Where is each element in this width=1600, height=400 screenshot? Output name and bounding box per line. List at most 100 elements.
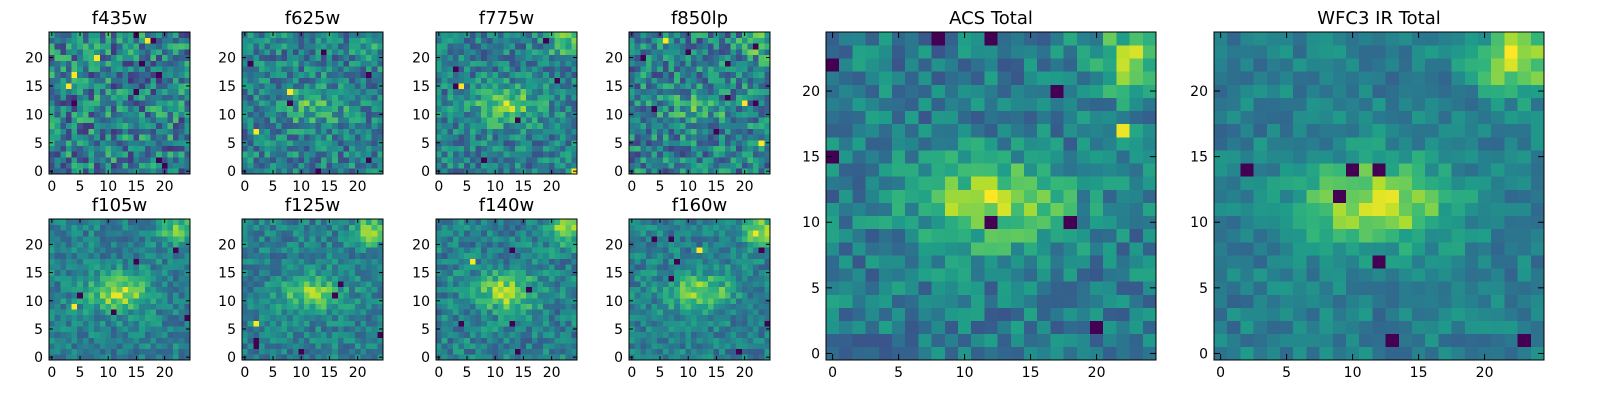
- heatmap-cell: [436, 128, 442, 135]
- heatmap-cell: [270, 43, 277, 50]
- heatmap-cell: [287, 297, 294, 304]
- heatmap-cell: [366, 348, 373, 355]
- heatmap-cell: [543, 128, 550, 135]
- heatmap-cell: [304, 122, 311, 129]
- heatmap-cell: [713, 343, 720, 350]
- heatmap-cell: [247, 145, 254, 152]
- heatmap-cell: [696, 43, 703, 50]
- heatmap-cell: [520, 156, 527, 163]
- heatmap-cell: [464, 162, 471, 169]
- heatmap-cell: [543, 230, 550, 237]
- heatmap-cell: [691, 122, 698, 129]
- heatmap-cell: [657, 286, 664, 293]
- heatmap-cell: [747, 348, 754, 355]
- heatmap-cell: [150, 281, 157, 288]
- heatmap-cell: [173, 37, 180, 44]
- heatmap-cell: [657, 348, 664, 355]
- heatmap-cell: [651, 269, 658, 276]
- heatmap-cell: [662, 354, 669, 361]
- heatmap-cell: [144, 83, 151, 90]
- heatmap-cell: [565, 331, 572, 338]
- heatmap-cell: [565, 297, 572, 304]
- heatmap-cell: [371, 139, 378, 146]
- heatmap-cell: [719, 286, 726, 293]
- heatmap-cell: [377, 37, 384, 44]
- heatmap-cell: [526, 331, 533, 338]
- heatmap-cell: [674, 275, 681, 282]
- heatmap-cell: [458, 230, 465, 237]
- heatmap-cell: [139, 49, 146, 56]
- heatmap-cell: [679, 286, 686, 293]
- heatmap-cell: [662, 32, 669, 39]
- heatmap-cell: [560, 83, 567, 90]
- heatmap-cell: [343, 258, 350, 265]
- heatmap-cell: [161, 264, 168, 271]
- heatmap-cell: [520, 331, 527, 338]
- heatmap-cell: [315, 331, 322, 338]
- heatmap-cell: [332, 145, 339, 152]
- heatmap-cell: [94, 258, 101, 265]
- heatmap-cell: [713, 297, 720, 304]
- heatmap-cell: [554, 252, 561, 259]
- heatmap-cell: [707, 71, 714, 78]
- heatmap-cell: [275, 32, 282, 39]
- heatmap-cell: [127, 122, 134, 129]
- heatmap-cell: [537, 60, 544, 67]
- heatmap-cell: [71, 49, 78, 56]
- heatmap-cell: [377, 151, 384, 158]
- heatmap-cell: [674, 134, 681, 141]
- heatmap-cell: [736, 77, 743, 84]
- heatmap-cell: [634, 88, 641, 95]
- heatmap-cell: [758, 60, 765, 67]
- heatmap-cell: [122, 297, 129, 304]
- heatmap-cell: [82, 235, 89, 242]
- heatmap-cell: [360, 37, 367, 44]
- heatmap-cell: [764, 49, 771, 56]
- heatmap-cell: [309, 235, 316, 242]
- heatmap-cell: [498, 224, 505, 231]
- heatmap-cell: [258, 354, 265, 361]
- heatmap-cell: [674, 354, 681, 361]
- heatmap-cell: [161, 230, 168, 237]
- heatmap-cell: [668, 145, 675, 152]
- heatmap-cell: [634, 128, 641, 135]
- heatmap-cell: [486, 117, 493, 124]
- heatmap-cell: [111, 326, 118, 333]
- heatmap-cell: [161, 224, 168, 231]
- heatmap-cell: [270, 269, 277, 276]
- heatmap-cell: [475, 297, 482, 304]
- heatmap-cell: [492, 100, 499, 107]
- heatmap-cell: [144, 343, 151, 350]
- heatmap-cell: [253, 343, 260, 350]
- heatmap-cell: [498, 241, 505, 248]
- heatmap-cell: [629, 66, 635, 73]
- heatmap-cell: [332, 303, 339, 310]
- heatmap-cell: [343, 105, 350, 112]
- heatmap-cell: [730, 337, 737, 344]
- heatmap-cell: [127, 252, 134, 259]
- heatmap-cell: [111, 354, 118, 361]
- heatmap-cell: [481, 105, 488, 112]
- heatmap-cell: [691, 128, 698, 135]
- heatmap-cell: [707, 314, 714, 321]
- heatmap-cells: [49, 219, 191, 361]
- heatmap-cell: [514, 343, 521, 350]
- heatmap-cell: [554, 281, 561, 288]
- heatmap-cell: [337, 230, 344, 237]
- heatmap-cell: [281, 247, 288, 254]
- heatmap-cell: [275, 94, 282, 101]
- heatmap-cell: [377, 230, 384, 237]
- heatmap-cell: [150, 151, 157, 158]
- heatmap-cell: [565, 43, 572, 50]
- heatmap-cell: [309, 241, 316, 248]
- heatmap-cell: [275, 230, 282, 237]
- x-tick-label: 15: [128, 365, 146, 381]
- heatmap-cell: [724, 281, 731, 288]
- heatmap-cell: [458, 314, 465, 321]
- heatmap-cell: [337, 100, 344, 107]
- heatmap-cell: [275, 37, 282, 44]
- heatmap-cell: [309, 145, 316, 152]
- heatmap-cell: [707, 43, 714, 50]
- heatmap-cell: [645, 348, 652, 355]
- heatmap-cell: [753, 303, 760, 310]
